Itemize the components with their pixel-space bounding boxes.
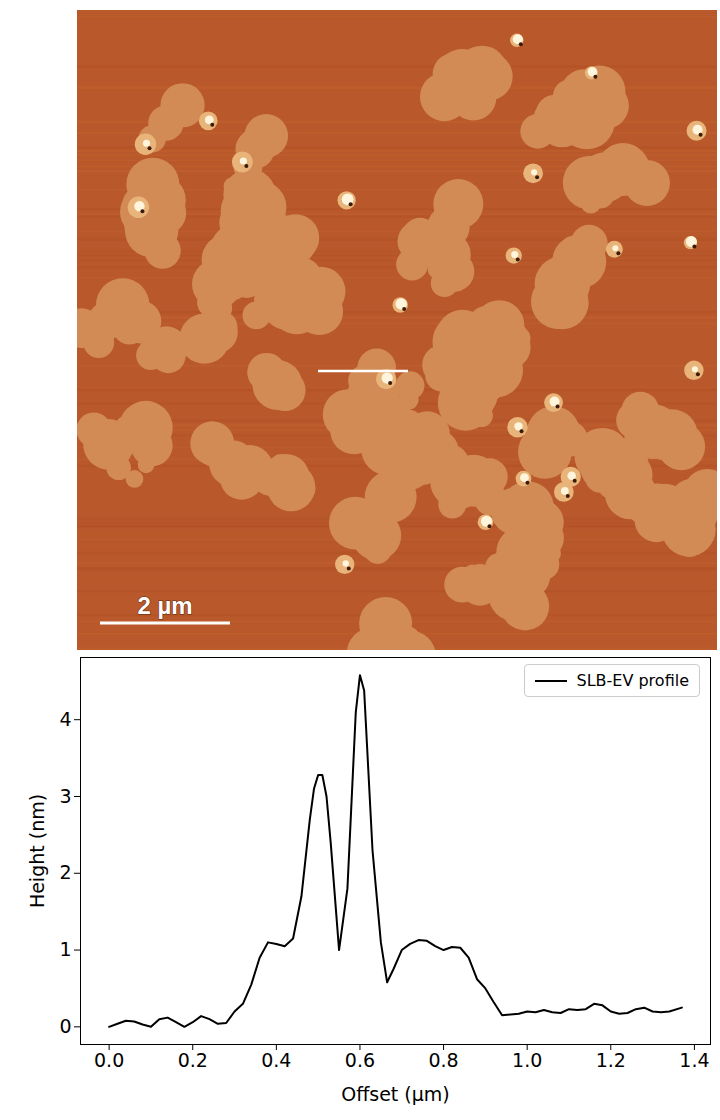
svg-text:2: 2 [59, 861, 71, 883]
svg-text:0.6: 0.6 [345, 1049, 375, 1071]
svg-text:0.8: 0.8 [428, 1049, 458, 1071]
svg-text:1.0: 1.0 [512, 1049, 542, 1071]
svg-text:Height (nm): Height (nm) [26, 794, 48, 908]
svg-text:2 µm: 2 µm [137, 592, 192, 619]
svg-text:3: 3 [59, 785, 71, 807]
svg-text:1.2: 1.2 [596, 1049, 626, 1071]
svg-text:Offset (µm): Offset (µm) [341, 1083, 450, 1105]
svg-text:0.2: 0.2 [178, 1049, 208, 1071]
svg-text:0.4: 0.4 [261, 1049, 291, 1071]
svg-text:4: 4 [59, 708, 71, 730]
svg-text:1: 1 [59, 938, 71, 960]
svg-text:0.0: 0.0 [94, 1049, 124, 1071]
html-text:SLB-EV profile: SLB-EV profile [576, 671, 689, 690]
svg-text:1.4: 1.4 [679, 1049, 709, 1071]
svg-text:0: 0 [59, 1015, 71, 1037]
